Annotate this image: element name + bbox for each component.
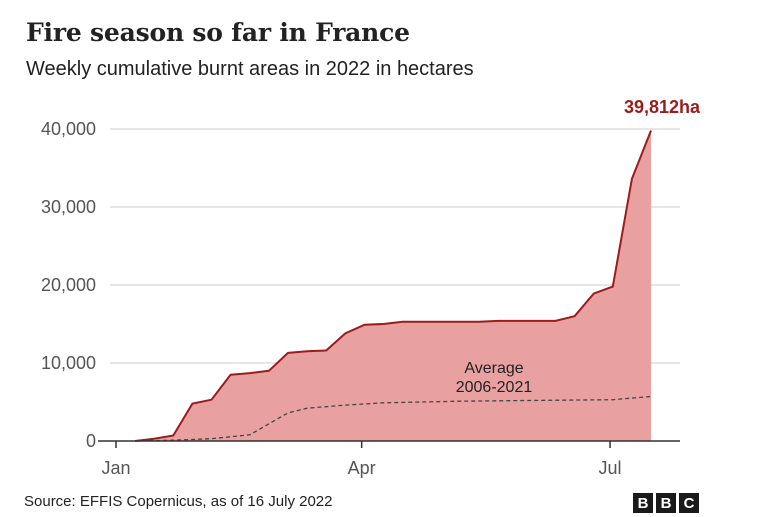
y-tick-label: 20,000 — [41, 275, 96, 295]
bbc-logo: B B C — [633, 493, 699, 513]
chart-title: Fire season so far in France — [26, 18, 410, 47]
average-2006-2021-line — [135, 395, 652, 442]
burnt-area-2022-fill — [135, 130, 652, 441]
y-tick-label: 30,000 — [41, 197, 96, 217]
x-axis: Jan Apr Jul — [98, 440, 680, 478]
y-tick-label: 0 — [86, 431, 96, 451]
logo-letter: B — [633, 493, 653, 513]
logo-letter: C — [679, 493, 699, 513]
average-label-line: Average — [464, 360, 523, 377]
source-note: Source: EFFIS Copernicus, as of 16 July … — [24, 493, 333, 510]
logo-letter: B — [656, 493, 676, 513]
average-series-label: Average 2006-2021 — [456, 360, 533, 396]
latest-value-label: 39,812ha — [624, 97, 701, 117]
average-label-line: 2006-2021 — [456, 379, 533, 396]
x-tick-label: Jan — [101, 458, 130, 478]
burnt-area-2022-line — [134, 130, 652, 442]
x-tick-label: Jul — [599, 458, 622, 478]
x-tick-label: Apr — [348, 458, 376, 478]
burnt-area-chart: 0 10,000 20,000 30,000 40,000 Jan Apr Jul 39,8… — [41, 97, 701, 478]
y-axis-labels: 0 10,000 20,000 30,000 40,000 — [41, 119, 96, 451]
y-tick-label: 10,000 — [41, 353, 96, 373]
chart-subtitle: Weekly cumulative burnt areas in 2022 in… — [26, 58, 474, 80]
y-tick-label: 40,000 — [41, 119, 96, 139]
